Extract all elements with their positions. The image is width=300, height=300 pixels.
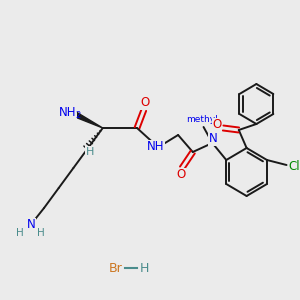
Text: 2: 2 [76,110,81,119]
Text: H: H [86,147,94,157]
Text: NH: NH [59,106,76,118]
Text: NH: NH [147,140,164,154]
Text: methyl: methyl [186,116,217,124]
Text: N: N [27,218,36,232]
Text: H: H [140,262,149,275]
Text: O: O [176,169,186,182]
Polygon shape [69,109,103,128]
Text: Cl: Cl [289,160,300,172]
Text: O: O [213,118,222,131]
Text: O: O [140,97,149,110]
Text: N: N [209,133,218,146]
Text: H: H [16,228,23,238]
Text: H: H [37,228,45,238]
Text: Br: Br [109,262,122,275]
